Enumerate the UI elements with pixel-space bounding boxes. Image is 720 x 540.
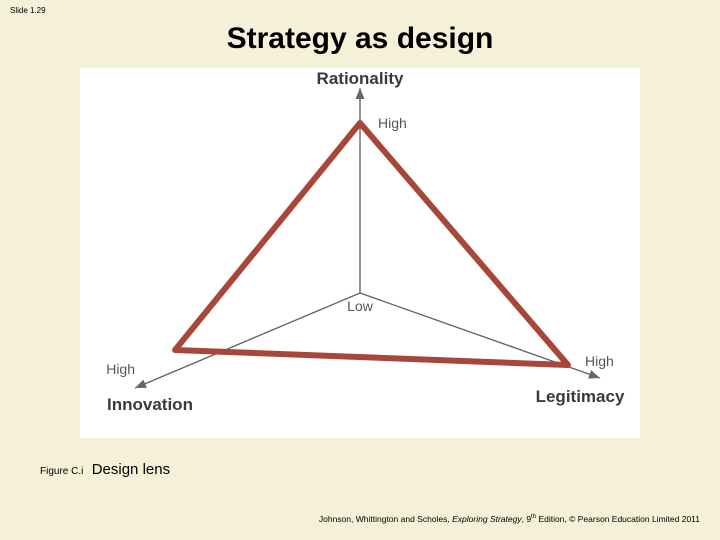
footer-ed-prefix: , 9 [522,514,531,524]
svg-text:High: High [378,115,407,131]
caption-prefix: Figure C.i [40,466,83,477]
page-title: Strategy as design [0,22,720,56]
footer-ed-suffix: Edition, © Pearson Education Limited 201… [536,514,700,524]
footer-authors: Johnson, Whittington and Scholes, [319,514,450,524]
slide-number: Slide 1.29 [10,6,46,15]
svg-text:High: High [585,353,614,369]
svg-text:Rationality: Rationality [317,69,404,88]
footer-book: Exploring Strategy [452,514,521,524]
svg-text:Innovation: Innovation [107,395,193,414]
diagram-container: Rationality Legitimacy Innovation High High H… [80,68,640,438]
figure-caption: Figure C.i Design lens [40,461,170,478]
svg-text:Legitimacy: Legitimacy [536,387,625,406]
svg-text:High: High [106,361,135,377]
svg-text:Low: Low [347,298,374,314]
caption-main: Design lens [92,461,170,478]
footer-citation: Johnson, Whittington and Scholes, Explor… [319,514,700,524]
triaxial-diagram: Rationality Legitimacy Innovation High High H… [80,68,640,438]
